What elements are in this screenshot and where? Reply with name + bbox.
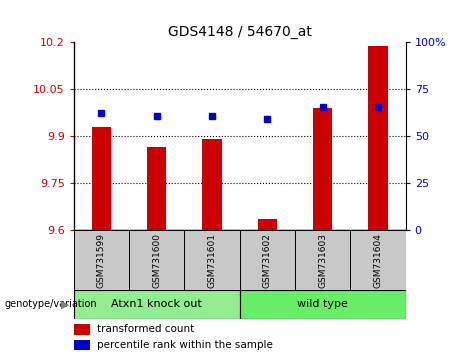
Bar — [74, 340, 90, 350]
Title: GDS4148 / 54670_at: GDS4148 / 54670_at — [168, 25, 312, 39]
Text: ▶: ▶ — [61, 299, 69, 309]
Bar — [202, 139, 222, 230]
Bar — [74, 290, 240, 319]
Bar — [147, 147, 166, 230]
Text: GSM731601: GSM731601 — [207, 233, 217, 288]
Text: GSM731604: GSM731604 — [373, 233, 383, 288]
Bar — [258, 219, 277, 230]
Text: GSM731603: GSM731603 — [318, 233, 327, 288]
Bar — [92, 127, 111, 230]
Bar — [240, 230, 295, 290]
Bar — [184, 230, 240, 290]
Text: wild type: wild type — [297, 299, 348, 309]
Bar — [129, 230, 184, 290]
Text: genotype/variation: genotype/variation — [5, 299, 97, 309]
Bar — [295, 230, 350, 290]
Text: transformed count: transformed count — [97, 324, 194, 334]
Text: GSM731602: GSM731602 — [263, 233, 272, 288]
Bar — [368, 46, 388, 230]
Bar — [313, 108, 332, 230]
Bar — [350, 230, 406, 290]
Text: GSM731599: GSM731599 — [97, 233, 106, 288]
Bar — [74, 230, 129, 290]
Bar — [240, 290, 406, 319]
Text: GSM731600: GSM731600 — [152, 233, 161, 288]
Text: percentile rank within the sample: percentile rank within the sample — [97, 340, 273, 350]
Text: Atxn1 knock out: Atxn1 knock out — [112, 299, 202, 309]
Bar — [74, 324, 90, 335]
